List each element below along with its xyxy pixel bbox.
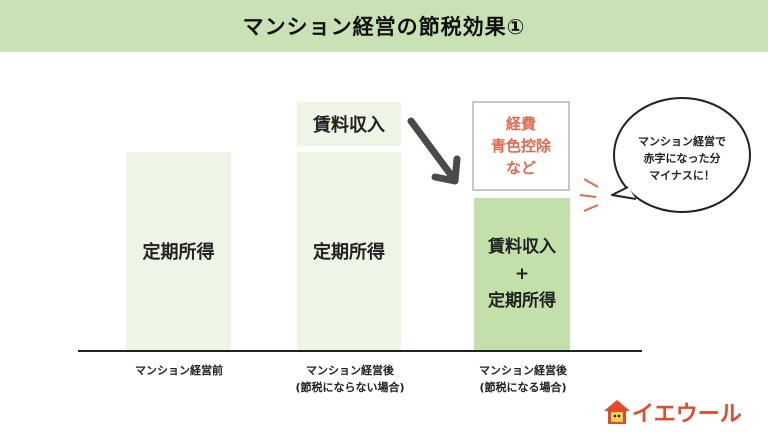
combined-line1: 賃料収入 [488,236,556,257]
income-label-no-saving: 定期所得 [313,242,385,263]
expense-deduction-box: 経費 青色控除 など [472,101,570,191]
income-label-before: 定期所得 [142,242,215,263]
column-label-with-saving-line1: マンション経営後 [479,364,567,377]
income-block-no-saving: 定期所得 [297,152,401,350]
income-block-before: 定期所得 [126,152,231,350]
income-block-with-saving: 賃料収入 + 定期所得 [474,198,570,350]
expense-line3: など [505,159,536,177]
down-right-arrow-icon [407,117,461,185]
rent-income-block: 賃料収入 [297,102,401,146]
column-label-with-saving-line2: (節税になる場合) [479,381,567,394]
bubble-text: マンション経営で 赤字になった分 マイナスに！ [626,133,738,184]
title-bar: マンション経営の節税効果① [0,0,768,52]
column-label-no-saving-line1: マンション経営後 [306,364,394,377]
expense-line2: 青色控除 [490,137,551,155]
house-icon [604,400,630,424]
column-label-no-saving: マンション経営後 (節税にならない場合) [270,362,430,396]
ieul-logo: イエウール [602,396,742,428]
column-label-before: マンション経営前 [100,362,258,379]
bubble-line1: マンション経営で [638,135,726,148]
bubble-line3: マイナスに！ [649,169,715,182]
speech-bubble-icon [579,97,751,213]
column-label-no-saving-line2: (節税にならない場合) [295,381,405,394]
page-title: マンション経営の節税効果① [242,15,526,39]
column-label-before-text: マンション経営前 [135,364,223,377]
logo-text: イエウール [632,402,742,427]
column-label-with-saving: マンション経営後 (節税になる場合) [443,362,603,396]
bubble-line2: 赤字になった分 [643,152,721,165]
expense-line1: 経費 [505,115,536,133]
combined-plus: + [514,263,530,284]
combined-line3: 定期所得 [488,290,556,311]
baseline [78,350,642,352]
rent-income-label: 賃料収入 [313,115,385,136]
